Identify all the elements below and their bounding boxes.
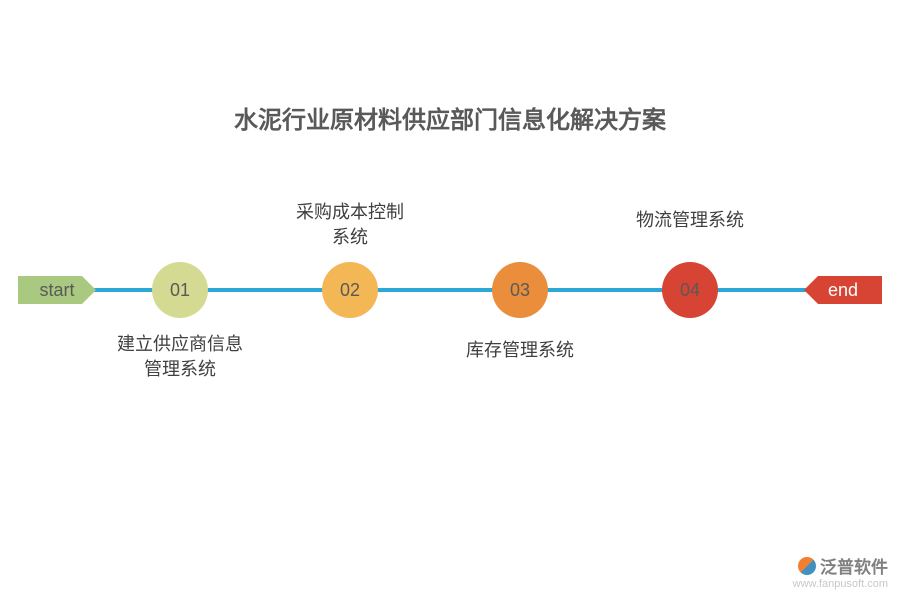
node-label-1: 建立供应商信息 管理系统 [90,332,270,382]
node-label-3: 库存管理系统 [430,338,610,363]
node-number: 01 [170,280,190,301]
node-label-4: 物流管理系统 [600,208,780,233]
watermark-main-text: 泛普软件 [820,553,888,578]
node-number: 02 [340,280,360,301]
start-tag: start [18,276,96,304]
end-tag-text: end [828,280,858,301]
timeline-node-4: 04 [662,262,718,318]
node-number: 04 [680,280,700,301]
diagram-title: 水泥行业原材料供应部门信息化解决方案 [0,100,900,135]
title-text: 水泥行业原材料供应部门信息化解决方案 [234,107,666,134]
end-tag: end [804,276,882,304]
node-number: 03 [510,280,530,301]
watermark-sub-text: www.fanpusoft.com [793,578,888,590]
node-label-2: 采购成本控制 系统 [260,200,440,250]
logo-icon [798,557,816,575]
watermark-main: 泛普软件 [793,553,888,578]
start-tag-text: start [39,280,74,301]
timeline-node-3: 03 [492,262,548,318]
timeline-node-1: 01 [152,262,208,318]
timeline-node-2: 02 [322,262,378,318]
watermark: 泛普软件 www.fanpusoft.com [793,553,888,590]
